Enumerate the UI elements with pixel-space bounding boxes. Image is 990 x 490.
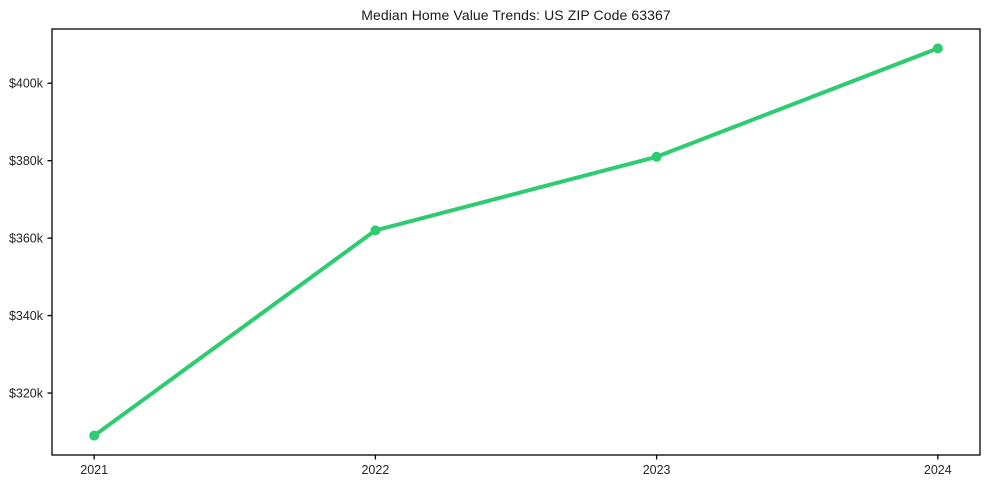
x-tick-label: 2021 bbox=[80, 463, 108, 477]
data-point-marker bbox=[370, 225, 381, 236]
y-tick-label: $360k bbox=[9, 232, 44, 246]
trend-line bbox=[92, 46, 940, 438]
chart-title: Median Home Value Trends: US ZIP Code 63… bbox=[361, 7, 671, 23]
data-point-marker bbox=[89, 430, 100, 441]
y-tick-label: $340k bbox=[9, 309, 44, 323]
y-tick-label: $320k bbox=[9, 387, 44, 401]
x-tick-label: 2023 bbox=[643, 463, 671, 477]
data-point-marker bbox=[932, 43, 943, 54]
y-tick-label: $380k bbox=[9, 154, 44, 168]
data-point-marker bbox=[651, 151, 662, 162]
y-tick-label: $400k bbox=[9, 77, 44, 91]
x-tick-label: 2024 bbox=[924, 463, 952, 477]
x-tick-label: 2022 bbox=[361, 463, 389, 477]
axes-frame bbox=[51, 28, 981, 456]
